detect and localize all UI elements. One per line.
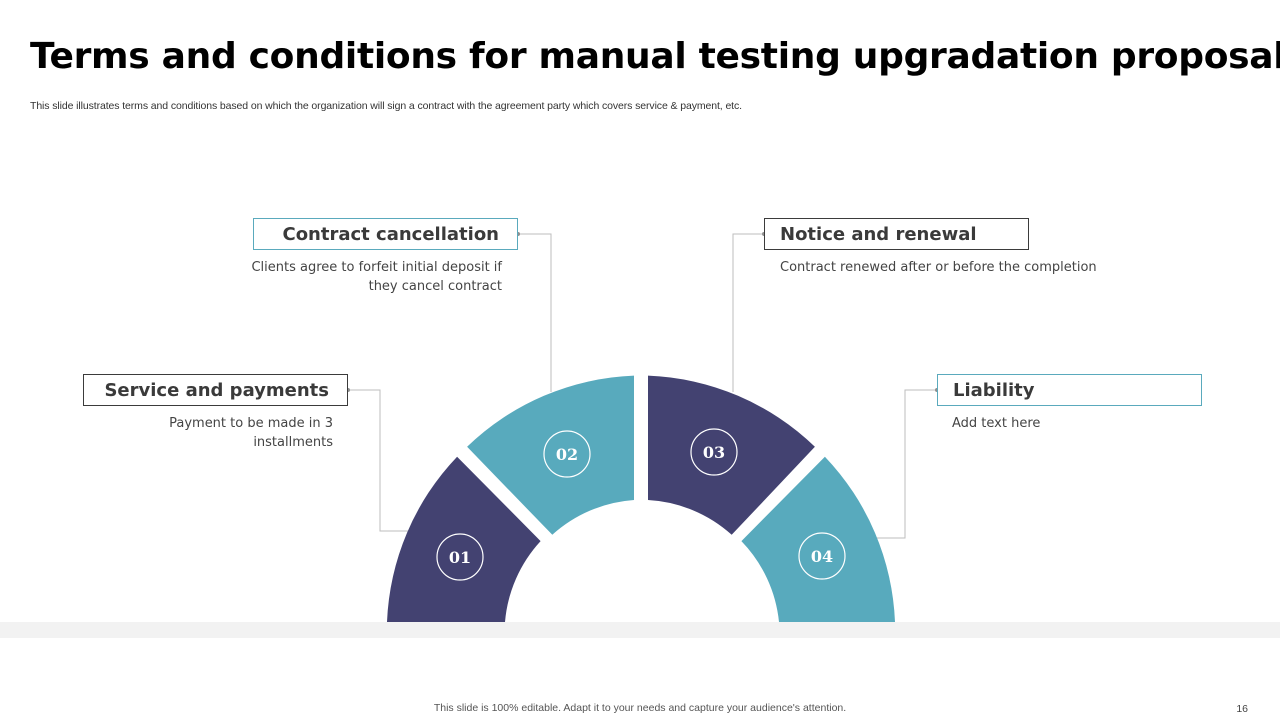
- badge-02: 02: [543, 430, 591, 478]
- heading-box-notice-and-renewal: Notice and renewal: [764, 218, 1029, 250]
- heading-box-liability: Liability: [937, 374, 1202, 406]
- connector-lines: [348, 233, 937, 539]
- badge-02-number: 02: [556, 445, 578, 464]
- desc-notice-and-renewal: Contract renewed after or before the com…: [780, 260, 1097, 275]
- badge-04-number: 04: [811, 547, 833, 566]
- segment-02: [467, 375, 634, 535]
- desc-liability: Add text here: [952, 416, 1041, 431]
- footer-note: This slide is 100% editable. Adapt it to…: [433, 702, 847, 714]
- badge-03-number: 03: [703, 443, 725, 462]
- connector-02: [518, 233, 552, 392]
- connector-03: [732, 233, 764, 392]
- segment-04: [741, 456, 895, 622]
- desc-service-and-payments: Payment to be made in 3 installments: [169, 416, 333, 450]
- badge-01: 01: [436, 533, 484, 581]
- connector-dots: [346, 232, 939, 392]
- badge-01-number: 01: [449, 548, 471, 567]
- heading-box-contract-cancellation: Contract cancellation: [253, 218, 518, 250]
- desc-contract-cancellation: Clients agree to forfeit initial deposit…: [251, 260, 502, 294]
- connector-04: [876, 389, 937, 539]
- segment-03: [648, 375, 815, 535]
- segment-01: [387, 456, 541, 622]
- heading-contract-cancellation: Contract cancellation: [282, 223, 499, 245]
- badge-03: 03: [690, 428, 738, 476]
- page-number: 16: [1236, 703, 1248, 715]
- connector-01: [348, 389, 410, 532]
- slide-subtitle: This slide illustrates terms and conditi…: [30, 100, 742, 112]
- badge-04: 04: [798, 532, 846, 580]
- heading-service-and-payments: Service and payments: [104, 379, 329, 401]
- heading-notice-and-renewal: Notice and renewal: [780, 223, 977, 245]
- heading-box-service-and-payments: Service and payments: [83, 374, 348, 406]
- slide-title: Terms and conditions for manual testing …: [30, 36, 1280, 77]
- heading-liability: Liability: [953, 379, 1035, 401]
- ground-bar: [0, 622, 1280, 638]
